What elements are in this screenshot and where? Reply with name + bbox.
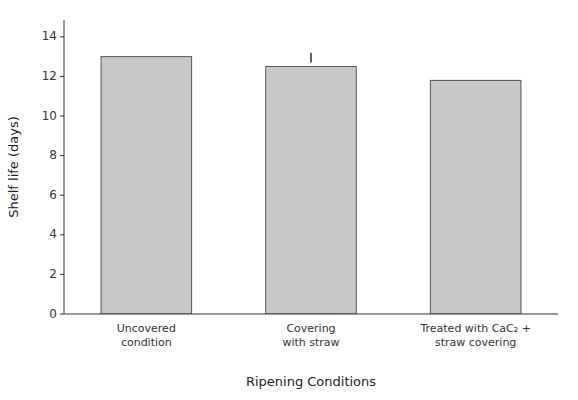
- x-tick-label: Coveringwith straw: [282, 322, 339, 349]
- chart-svg: 0 2 4 6 8 10 12 14 Uncoveredcondition Coveringwit…: [0, 0, 578, 400]
- x-tick-label: Uncoveredcondition: [117, 322, 176, 349]
- chart-container: 0 2 4 6 8 10 12 14 Uncoveredcondition Coveringwit…: [0, 0, 578, 400]
- x-axis-label: Ripening Conditions: [246, 374, 376, 389]
- y-tick: [60, 36, 64, 37]
- x-tick-label: Treated with CaC₂ +straw covering: [419, 322, 531, 349]
- y-tick: [60, 116, 64, 117]
- bar: [266, 67, 357, 314]
- y-tick: [60, 274, 64, 275]
- y-axis-line: [64, 20, 65, 314]
- y-tick-label: 4: [49, 227, 57, 241]
- y-tick: [60, 234, 64, 235]
- bar: [101, 57, 192, 314]
- y-tick-label: 6: [49, 188, 57, 202]
- y-tick-label: 12: [42, 69, 57, 83]
- y-tick-label: 8: [49, 148, 57, 162]
- y-tick: [60, 195, 64, 196]
- x-axis-line: [64, 314, 558, 315]
- y-tick: [60, 155, 64, 156]
- y-tick-label: 0: [49, 307, 57, 321]
- y-tick-label: 2: [49, 267, 57, 281]
- bar: [430, 80, 521, 314]
- y-axis-label: Shelf life (days): [6, 116, 21, 218]
- lsd-indicator: [310, 53, 312, 63]
- bars: [101, 53, 521, 314]
- y-tick-label: 14: [42, 29, 57, 43]
- y-tick: [60, 314, 64, 315]
- y-tick-label: 10: [42, 109, 57, 123]
- y-tick: [60, 76, 64, 77]
